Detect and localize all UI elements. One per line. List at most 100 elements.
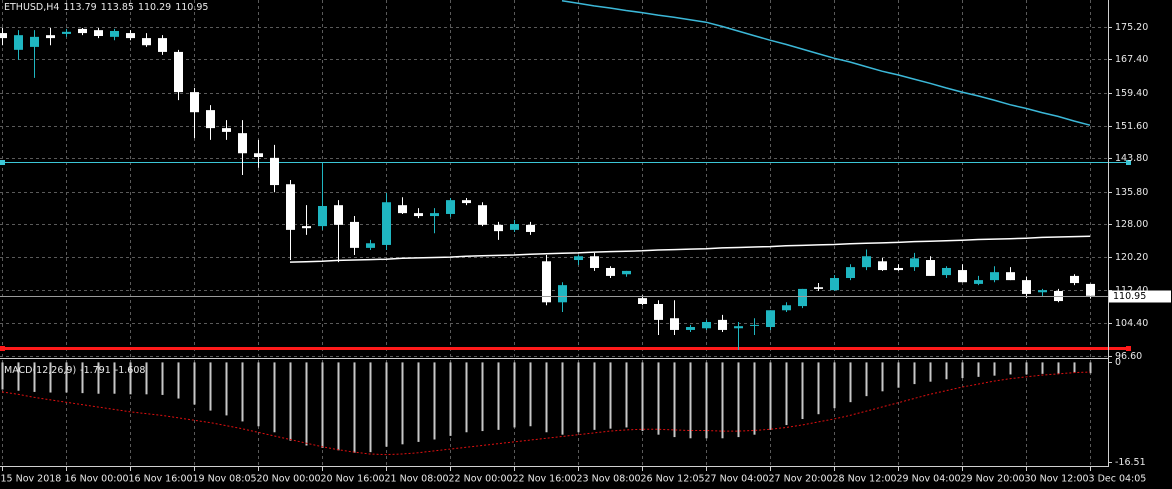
candle-body [590,256,599,268]
y-tick-label: 0 [1115,357,1121,368]
level-anchor [0,160,5,165]
candle-body [158,38,167,52]
candle-body [974,280,983,284]
level-anchor [1126,346,1131,351]
candle-body [862,256,871,268]
x-tick-label: 3 Dec 04:05 [1089,474,1147,485]
candle-body [318,206,327,227]
y-tick-label: 175.20 [1115,22,1148,33]
candle-body [990,272,999,281]
candle-body [1038,290,1047,293]
candle-body [926,260,935,276]
candle-body [414,213,423,217]
candle-body [494,224,503,232]
candle-body [478,205,487,225]
candle-body [846,267,855,279]
ohlc-open: 113.79 [63,2,96,13]
macd-header: MACD(12,26,9) -1.791 -1.608 [4,365,145,376]
candle-body [1086,283,1095,296]
candle-body [942,267,951,276]
x-tick-label: 22 Nov 16:00 [513,474,577,485]
ohlc-close: 110.95 [175,2,208,13]
candle-body [126,33,135,39]
y-tick-label: 143.80 [1115,153,1148,164]
x-tick-label: 22 Nov 00:00 [449,474,513,485]
candle-body [1070,275,1079,284]
candle-body [142,38,151,46]
candle-body [542,261,551,303]
moving-average [289,235,1091,263]
x-tick-label: 20 Nov 00:00 [257,474,321,485]
candle-body [94,30,103,37]
symbol-header: ETHUSD,H4 113.79 113.85 110.29 110.95 [4,2,208,13]
candle-body [78,28,87,34]
candle-body [526,224,535,232]
level-anchor [0,346,5,351]
candle-body [14,35,23,50]
level-anchor [1126,160,1131,165]
macd-name: MACD(12,26,9) [4,365,76,376]
grid [0,0,1108,466]
candle-body [766,310,775,328]
candle-body [446,200,455,214]
candle-body [1022,280,1031,294]
y-tick-label: 135.80 [1115,187,1148,198]
candle-body [910,258,919,268]
moving-average [561,0,1091,126]
y-tick-label: -16.51 [1115,457,1146,468]
candle-body [430,213,439,217]
candle-body [62,31,71,34]
ohlc-low: 110.29 [138,2,171,13]
candle-body [574,256,583,261]
candle-body [718,319,727,330]
candle-body [814,287,823,289]
marks [0,0,1131,456]
candle-body [254,153,263,158]
y-tick-label: 159.40 [1115,88,1148,99]
x-tick-label: 21 Nov 08:00 [385,474,449,485]
candle-body [174,51,183,93]
candle-body [734,326,743,329]
y-tick-label: 167.40 [1115,54,1148,65]
candle-body [622,270,631,275]
y-tick-label: 120.20 [1115,252,1148,263]
candle-body [222,128,231,132]
candle-body [350,221,359,248]
x-tick-label: 20 Nov 16:00 [321,474,385,485]
candle-body [110,30,119,37]
y-tick-label: 96.60 [1115,351,1142,362]
x-tick-label: 30 Nov 12:00 [1025,474,1089,485]
macd-value: -1.791 [80,365,111,376]
candle-body [702,321,711,329]
candle-body [462,200,471,204]
candle-body [398,205,407,214]
candle-body [0,33,7,39]
x-tick-label: 23 Nov 08:00 [577,474,641,485]
x-tick-label: 27 Nov 20:00 [769,474,833,485]
ohlc-high: 113.85 [101,2,134,13]
candle-body [238,133,247,154]
candle-body [510,224,519,230]
x-tick-label: 29 Nov 04:00 [897,474,961,485]
y-tick-label: 151.60 [1115,121,1148,132]
candle-body [654,303,663,320]
current-price-label: 110.95 [1113,291,1146,302]
candle-body [782,305,791,311]
x-tick-label: 27 Nov 04:00 [705,474,769,485]
x-tick-label: 19 Nov 08:05 [193,474,257,485]
y-tick-label: 128.00 [1115,219,1148,230]
symbol: ETHUSD,H4 [4,2,59,13]
candle-body [30,36,39,47]
candle-body [638,298,647,304]
candle-body [558,285,567,303]
x-tick-label: 16 Nov 00:00 [65,474,129,485]
y-tick-label: 104.40 [1115,318,1148,329]
axes: 175.20 167.40 159.40 151.60 143.80 135.80 128.… [1,22,1171,485]
candle-body [894,267,903,271]
candle-body [686,327,695,330]
x-tick-label: 29 Nov 20:00 [961,474,1025,485]
candle-body [270,157,279,186]
candle-body [190,92,199,113]
candle-body [302,226,311,229]
